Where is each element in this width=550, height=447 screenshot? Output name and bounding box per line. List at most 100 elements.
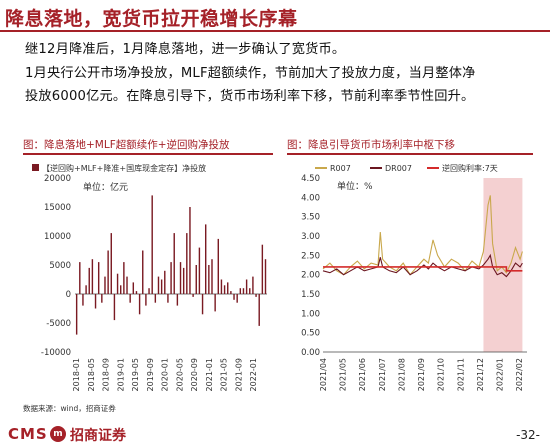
left-x-tick-label: 2018-09 <box>102 358 111 391</box>
left-bar <box>189 207 191 294</box>
series-line-policy <box>323 266 523 272</box>
left-bar <box>110 233 112 294</box>
left-bar <box>176 294 179 306</box>
right-y-tick-label: 1.00 <box>301 309 320 319</box>
left-x-tick-label: 2022-01 <box>249 358 258 391</box>
right-x-tick-label: 2021/09 <box>417 358 426 391</box>
right-y-tick-label: 0.50 <box>301 329 320 339</box>
page-title: 降息落地，宽货币拉开稳增长序幕 <box>5 8 298 30</box>
left-bar <box>245 279 248 294</box>
left-bar <box>157 276 160 294</box>
left-bar <box>214 294 216 312</box>
left-x-tick-label: 2020-05 <box>175 358 184 391</box>
right-chart-title: 图：降息引导货币市场利率中枢下移 <box>287 139 455 151</box>
shaded-region <box>483 178 523 352</box>
left-chart-title: 图：降息落地+MLF超额续作+逆回购净投放 <box>23 139 230 151</box>
right-x-tick-label: 2021/06 <box>358 358 367 391</box>
left-bar <box>145 294 147 306</box>
left-bar <box>201 294 204 315</box>
left-bar <box>239 288 242 294</box>
left-bar <box>261 244 264 294</box>
left-bar <box>255 294 257 297</box>
left-bar <box>258 294 260 326</box>
body-line-3: 投放6000亿元。在降息引导下，货币市场利率下移，节前利率季节性回升。 <box>25 89 475 104</box>
left-bar <box>135 291 138 294</box>
left-y-tick-label: -10000 <box>41 348 71 358</box>
right-x-tick-label: 2021/08 <box>397 358 406 391</box>
left-x-tick-label: 2018-05 <box>87 358 96 391</box>
left-bar <box>94 294 97 309</box>
left-bar <box>120 285 122 294</box>
left-bar <box>123 262 125 294</box>
left-bar <box>227 282 229 294</box>
left-x-tick-label: 2018-01 <box>72 358 81 391</box>
title-rule <box>0 30 550 32</box>
left-y-tick-label: -5000 <box>46 319 71 329</box>
left-bar <box>104 276 106 294</box>
left-bar <box>230 291 232 294</box>
brand-logo-icon: m <box>50 426 66 442</box>
brand-text: CMS <box>8 425 48 443</box>
left-bar <box>116 273 119 294</box>
left-bar <box>160 279 163 294</box>
left-y-tick-label: 10000 <box>44 232 71 242</box>
left-y-tick-label: 15000 <box>44 203 71 213</box>
page-number: -32- <box>516 428 540 442</box>
left-bar <box>179 262 182 294</box>
right-x-tick-label: 2021/10 <box>437 358 446 391</box>
right-y-tick-label: 4.00 <box>301 193 320 203</box>
right-y-tick-label: 1.50 <box>301 290 320 300</box>
legend-label-dr007: DR007 <box>385 164 412 173</box>
left-bar <box>242 288 245 294</box>
left-bar <box>186 233 188 294</box>
left-x-tick-label: 2020-09 <box>190 358 199 391</box>
right-x-tick-label: 2021/12 <box>476 358 485 391</box>
left-bar <box>101 294 103 303</box>
left-bar <box>113 294 116 321</box>
left-bar <box>132 282 135 294</box>
left-bar <box>182 267 185 294</box>
left-bar <box>75 294 78 335</box>
left-bar <box>107 250 109 294</box>
right-x-tick-label: 2021/11 <box>456 358 465 391</box>
left-bar <box>220 279 223 294</box>
left-legend-swatch <box>32 164 39 171</box>
left-bar <box>170 262 172 294</box>
right-unit-label: 单位：% <box>337 180 373 192</box>
left-bar <box>151 195 153 294</box>
left-bar <box>195 265 197 294</box>
right-chart-title-rule <box>287 153 533 155</box>
left-bar <box>198 247 201 294</box>
left-chart: 【逆回购+MLF+降准+国库现金定存】净投放 单位：亿元 20000 15000 1… <box>32 163 267 391</box>
left-bar <box>192 294 194 297</box>
right-x-tick-label: 2021/04 <box>319 358 328 391</box>
legend-label-r007: R007 <box>330 164 351 173</box>
right-y-tick-label: 2.00 <box>301 271 320 281</box>
left-bar <box>208 265 210 294</box>
left-unit-label: 单位：亿元 <box>83 181 128 193</box>
left-bar <box>82 294 84 306</box>
left-bar <box>88 267 90 294</box>
left-bar <box>217 238 219 294</box>
left-x-tick-label: 2021-05 <box>220 358 229 391</box>
left-bar <box>129 294 131 303</box>
right-y-tick-label: 2.50 <box>301 251 320 261</box>
left-bar <box>249 288 251 294</box>
left-bar <box>79 262 81 294</box>
left-bar <box>233 294 235 300</box>
left-bar <box>126 276 128 294</box>
left-bar <box>85 285 87 294</box>
left-bar <box>142 250 144 294</box>
right-y-tick-label: 3.00 <box>301 232 320 242</box>
title-bar: 降息落地，宽货币拉开稳增长序幕 <box>0 0 550 32</box>
right-x-tick-label: 2022/02 <box>515 358 524 391</box>
left-bar <box>236 294 238 303</box>
legend-label-policy: 逆回购利率:7天 <box>442 163 498 173</box>
left-chart-title-rule <box>23 153 273 155</box>
right-chart: R007 DR007 逆回购利率:7天 单位：% 4.50 4.00 3.50 3.0… <box>301 163 527 391</box>
right-x-tick-label: 2021/07 <box>378 358 387 391</box>
left-bar <box>223 285 226 294</box>
right-x-tick-label: 2022/01 <box>496 358 505 391</box>
left-x-tick-label: 2019-05 <box>131 358 140 391</box>
left-x-tick-label: 2021-01 <box>205 358 214 391</box>
